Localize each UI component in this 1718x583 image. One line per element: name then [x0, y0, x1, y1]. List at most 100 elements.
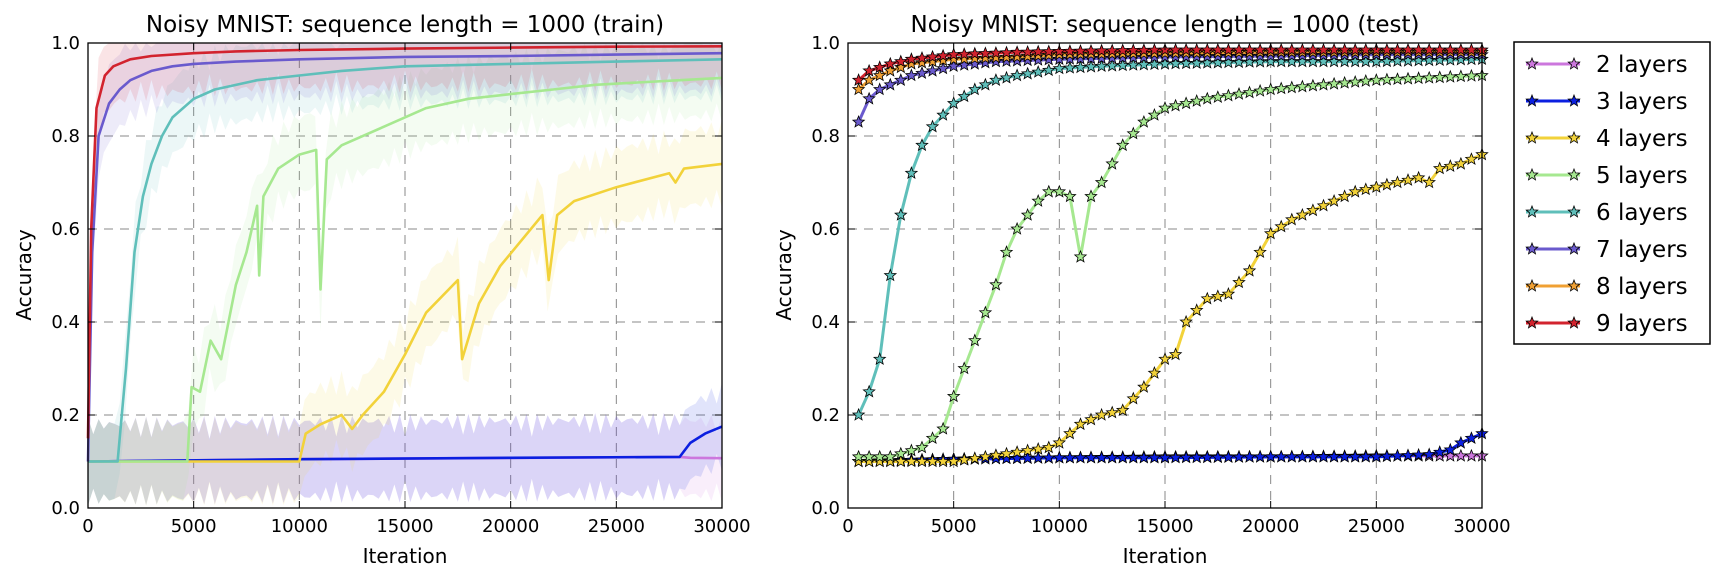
test-marker-6-layers — [1380, 54, 1394, 68]
test-marker-4-layers — [1232, 275, 1246, 289]
test-marker-6-layers — [915, 138, 929, 152]
test-y-tick-label: 1.0 — [811, 33, 840, 54]
legend-label-8-layers: 8 layers — [1596, 274, 1688, 300]
test-marker-5-layers — [1105, 156, 1119, 170]
test-marker-5-layers — [1158, 100, 1172, 114]
test-marker-6-layers — [904, 166, 919, 179]
test-marker-3-layers — [999, 451, 1014, 465]
test-marker-3-layers — [1380, 449, 1394, 463]
test-marker-3-layers — [1454, 435, 1468, 449]
test-marker-5-layers — [1401, 71, 1415, 85]
test-marker-5-layers — [1094, 175, 1109, 189]
test-marker-9-layers — [978, 46, 993, 60]
train-line-5-layers — [88, 76, 723, 463]
test-marker-4-layers — [1094, 407, 1109, 421]
test-marker-6-layers — [1052, 61, 1067, 75]
train-x-tick-label: 10000 — [271, 516, 328, 537]
test-marker-7-layers — [1147, 50, 1162, 63]
test-marker-9-layers — [1115, 43, 1130, 57]
test-marker-4-layers — [1010, 445, 1024, 459]
test-marker-4-layers — [1401, 173, 1415, 186]
test-marker-5-layers — [946, 389, 961, 403]
test-marker-4-layers — [1327, 194, 1341, 207]
train-x-tick-label: 5000 — [171, 516, 217, 537]
test-marker-8-layers — [946, 52, 961, 65]
test-marker-5-layers — [989, 277, 1003, 291]
legend-label-4-layers: 4 layers — [1596, 126, 1688, 152]
test-x-tick-label: 5000 — [931, 516, 977, 537]
legend-marker-5-layers — [1525, 167, 1539, 181]
train-series-lines — [86, 45, 723, 463]
train-y-tick-label: 0.0 — [51, 498, 80, 519]
test-marker-6-layers — [1147, 57, 1162, 71]
test-marker-6-layers — [862, 384, 876, 398]
test-marker-6-layers — [872, 352, 887, 365]
test-marker-4-layers — [1179, 314, 1193, 328]
test-marker-5-layers — [1200, 91, 1215, 105]
test-marker-6-layers — [1200, 55, 1215, 69]
test-marker-4-layers — [1147, 366, 1162, 379]
legend-marker-2-layers — [1525, 56, 1539, 70]
test-marker-8-layers — [957, 51, 971, 65]
test-marker-6-layers — [1401, 53, 1415, 67]
test-marker-5-layers — [1443, 69, 1458, 83]
test-marker-8-layers — [872, 68, 887, 82]
test-marker-4-layers — [1221, 286, 1236, 300]
test-series-markers — [851, 42, 1489, 468]
legend-marker-6-layers — [1567, 204, 1581, 218]
test-marker-4-layers — [978, 449, 993, 463]
test-marker-4-layers — [1189, 303, 1204, 317]
test-y-tick-label: 0.6 — [811, 219, 840, 240]
test-y-tick-label: 0.4 — [811, 312, 840, 333]
train-y-tick-label: 0.6 — [51, 219, 80, 240]
test-marker-4-layers — [1464, 152, 1479, 166]
test-marker-6-layers — [1211, 55, 1225, 69]
test-marker-5-layers — [978, 305, 993, 319]
test-marker-9-layers — [1010, 45, 1024, 59]
test-marker-5-layers — [1464, 68, 1479, 82]
test-marker-4-layers — [1337, 189, 1352, 203]
train-y-tick-label: 0.2 — [51, 405, 80, 426]
test-marker-7-layers — [968, 56, 982, 70]
test-marker-3-layers — [1422, 447, 1436, 461]
test-marker-4-layers — [1411, 170, 1426, 184]
test-marker-7-layers — [851, 115, 866, 128]
test-marker-7-layers — [925, 63, 940, 77]
test-marker-5-layers — [1179, 96, 1193, 110]
test-marker-6-layers — [1253, 54, 1267, 68]
test-marker-8-layers — [883, 63, 898, 77]
test-marker-3-layers — [1411, 447, 1426, 461]
test-marker-6-layers — [1464, 52, 1479, 66]
test-marker-7-layers — [946, 59, 961, 73]
test-marker-5-layers — [1137, 115, 1151, 128]
train-line-7-layers — [86, 51, 723, 462]
test-marker-6-layers — [1221, 55, 1236, 69]
test-marker-5-layers — [1337, 75, 1352, 89]
test-marker-4-layers — [1168, 347, 1183, 361]
legend-label-7-layers: 7 layers — [1596, 237, 1688, 263]
test-marker-7-layers — [957, 58, 971, 71]
test-marker-4-layers — [1316, 198, 1331, 212]
legend-marker-9-layers — [1567, 315, 1581, 329]
test-marker-9-layers — [851, 73, 866, 87]
legend-marker-3-layers — [1567, 93, 1581, 107]
test-marker-6-layers — [978, 77, 993, 91]
test-marker-6-layers — [1084, 59, 1098, 73]
legend-marker-4-layers — [1525, 130, 1539, 144]
test-x-axis-label: Iteration — [1123, 544, 1208, 568]
test-marker-5-layers — [1316, 77, 1331, 91]
test-marker-6-layers — [1094, 59, 1109, 72]
test-marker-4-layers — [1242, 263, 1257, 277]
test-marker-5-layers — [1306, 78, 1320, 92]
test-marker-5-layers — [1063, 189, 1077, 203]
test-marker-4-layers — [1359, 182, 1373, 196]
test-marker-5-layers — [1327, 76, 1341, 90]
test-marker-6-layers — [1232, 55, 1246, 69]
test-marker-7-layers — [1042, 52, 1056, 66]
test-marker-9-layers — [1031, 44, 1045, 58]
test-marker-4-layers — [1042, 440, 1056, 454]
test-marker-4-layers — [1158, 352, 1172, 365]
test-marker-5-layers — [1295, 79, 1310, 93]
test-marker-4-layers — [989, 448, 1003, 462]
test-marker-7-layers — [1189, 49, 1204, 63]
